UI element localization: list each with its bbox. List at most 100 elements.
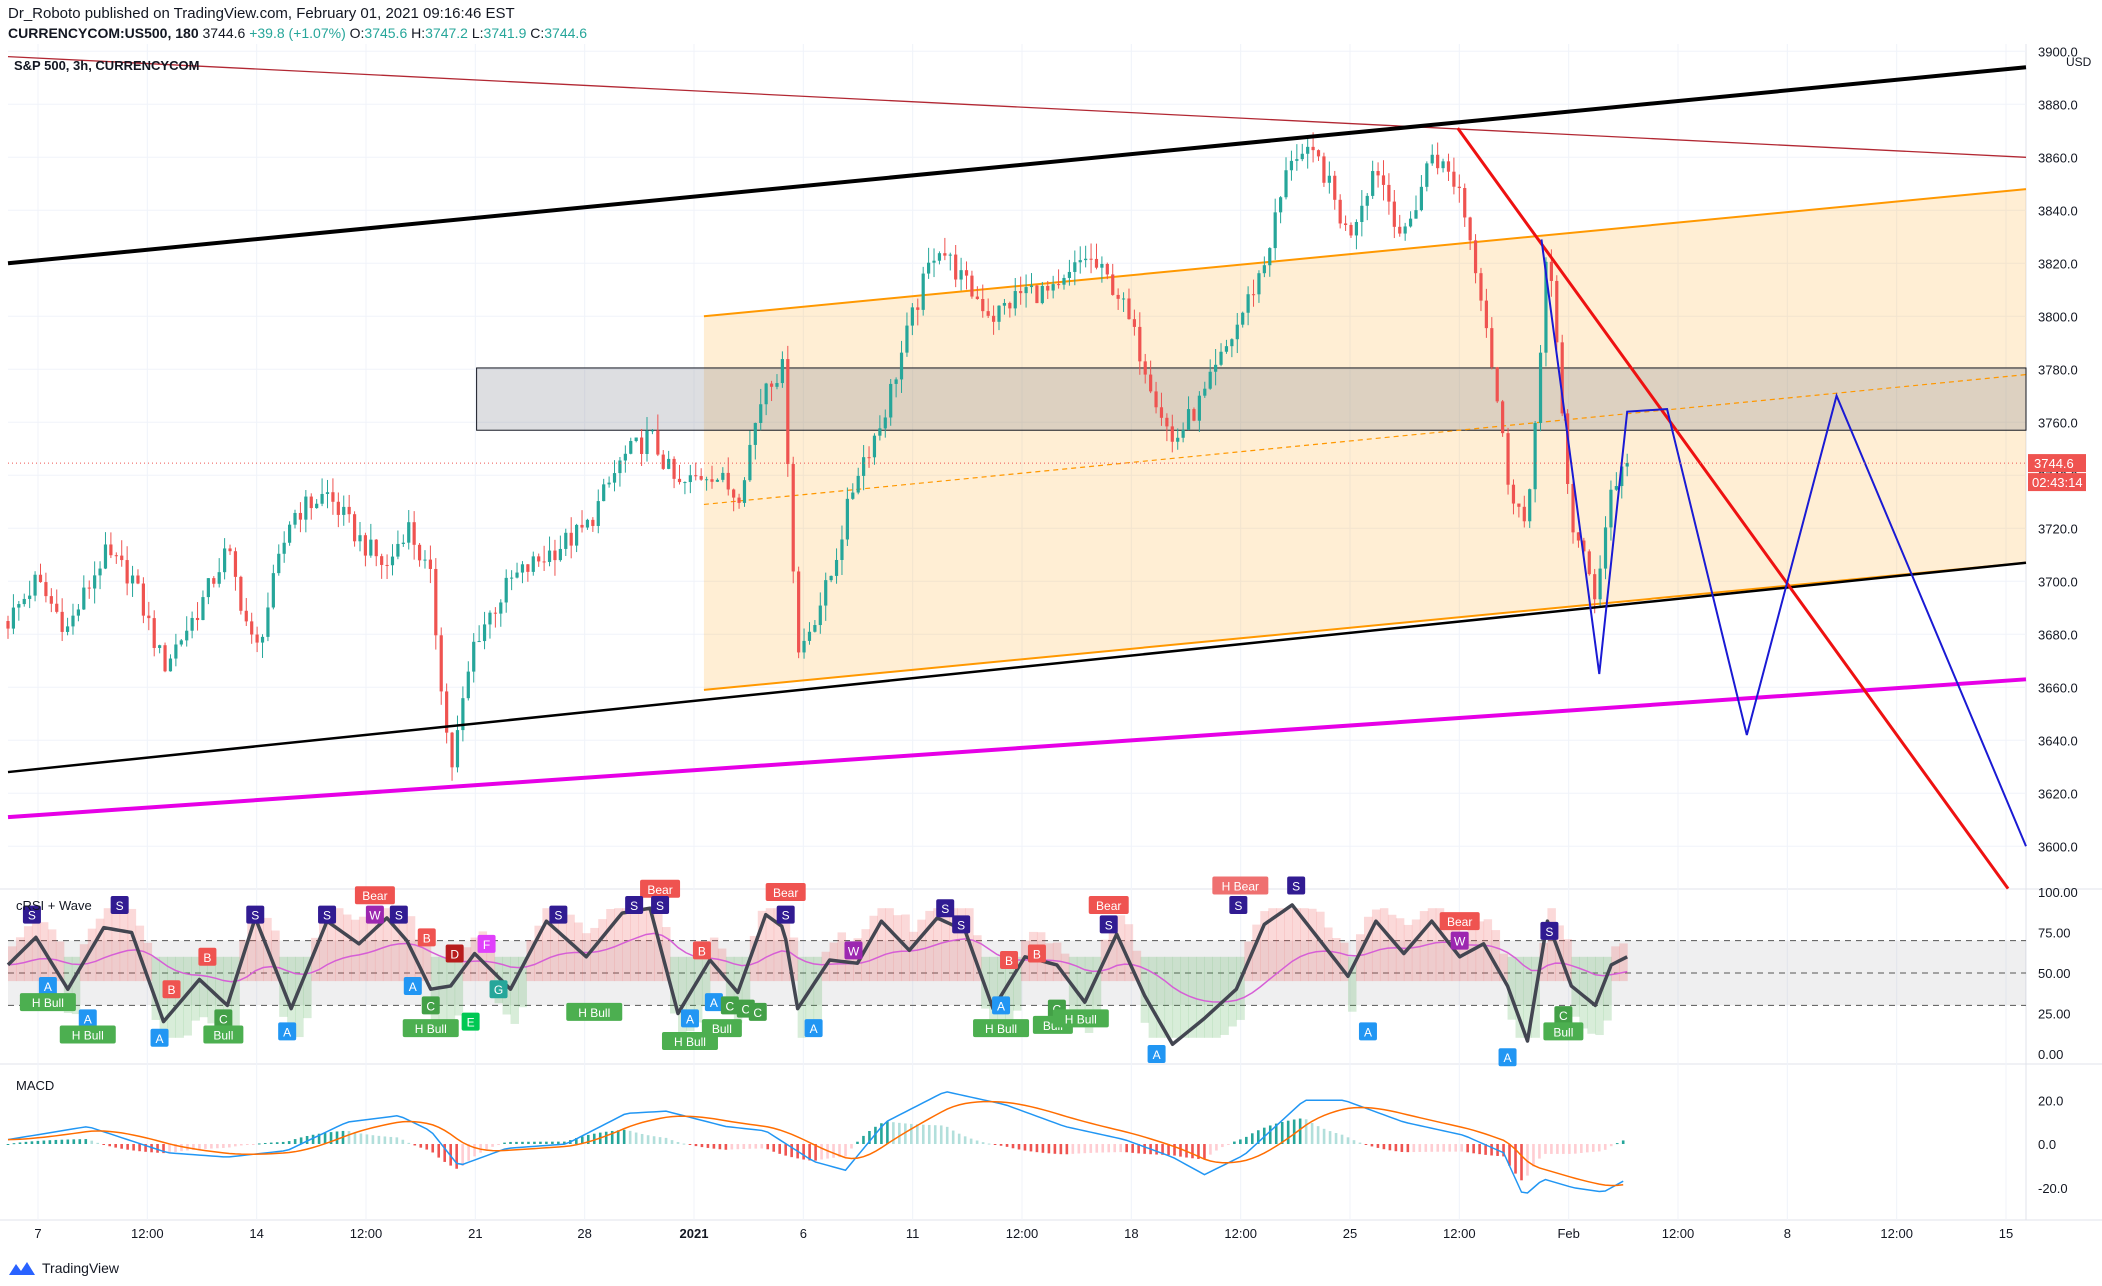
crsi-cloud <box>1348 956 1357 1012</box>
macd-histogram-bar <box>84 1139 88 1144</box>
candle <box>1262 265 1266 274</box>
crsi-cloud <box>590 927 599 982</box>
signal-label: H Bull <box>415 1022 447 1036</box>
candle <box>688 475 692 483</box>
candle <box>921 273 925 310</box>
crsi-cloud <box>1579 956 1588 1029</box>
crsi-cloud <box>773 908 783 982</box>
crsi-cloud <box>941 908 950 982</box>
crsi-cloud <box>789 937 799 982</box>
candle <box>1333 175 1337 200</box>
time-tick-label: 6 <box>800 1226 807 1241</box>
macd-histogram-bar <box>802 1144 805 1160</box>
macd-histogram-bar <box>718 1144 722 1150</box>
candle <box>650 430 655 432</box>
price-tick-label: 3660.0 <box>2038 680 2078 695</box>
candle <box>363 535 368 556</box>
macd-histogram-bar <box>933 1125 937 1144</box>
candle <box>1338 199 1342 224</box>
candle <box>277 553 281 574</box>
signal-badge <box>203 1025 244 1044</box>
macd-histogram-bar <box>1478 1144 1481 1155</box>
signal-badge <box>566 1002 623 1021</box>
candle <box>753 422 757 445</box>
macd-histogram-bar <box>1603 1144 1607 1150</box>
candle <box>1576 532 1581 541</box>
crsi-cloud <box>646 908 655 982</box>
candle <box>1322 156 1326 183</box>
candle <box>585 519 590 528</box>
candle <box>244 610 248 622</box>
signal-badge <box>1543 1022 1584 1041</box>
price-tick-label: 3700.0 <box>2038 574 2078 589</box>
tradingview-logo-icon[interactable] <box>8 1260 36 1276</box>
candle <box>894 379 898 384</box>
candle <box>158 645 162 648</box>
candle <box>1056 284 1061 286</box>
crsi-cloud <box>1060 953 1070 982</box>
macd-histogram-bar <box>162 1144 165 1154</box>
resistance-zone <box>476 367 2027 431</box>
candle <box>878 428 882 436</box>
candle <box>185 630 189 641</box>
crsi-cloud <box>223 956 232 1038</box>
candle <box>629 441 633 454</box>
candle <box>667 458 671 469</box>
candle <box>1127 298 1131 320</box>
candle <box>1533 422 1537 490</box>
crsi-cloud <box>670 956 679 1014</box>
candle <box>1289 160 1294 171</box>
macd-pane[interactable] <box>6 1091 1625 1194</box>
candle <box>488 612 492 625</box>
macd-histogram-bar <box>778 1144 782 1154</box>
macd-histogram-bar <box>1107 1144 1111 1153</box>
price-tick-label: 3820.0 <box>2038 256 2078 271</box>
candle <box>1392 201 1396 227</box>
crsi-cloud <box>327 908 336 982</box>
macd-histogram-bar <box>311 1134 315 1144</box>
macd-histogram-bar <box>963 1136 967 1144</box>
author-name[interactable]: Dr_Roboto <box>8 5 81 22</box>
crsi-cloud <box>622 908 631 982</box>
macd-histogram-bar <box>664 1137 668 1144</box>
candle <box>1046 285 1050 291</box>
crsi-cloud <box>1355 934 1365 982</box>
candle <box>1084 258 1088 261</box>
candle <box>49 596 53 604</box>
signal-badge <box>704 993 723 1012</box>
macd-histogram-bar <box>694 1144 698 1147</box>
candle <box>369 539 373 556</box>
macd-signal-line <box>7 1100 1624 1187</box>
candle <box>1116 294 1120 299</box>
crsi-cloud <box>693 956 703 1023</box>
candle <box>845 498 849 540</box>
candle <box>390 556 395 566</box>
time-tick-label: 14 <box>249 1226 263 1241</box>
macd-histogram-bar <box>1334 1133 1338 1144</box>
candle <box>737 497 741 503</box>
signal-label: B <box>698 944 706 958</box>
macd-histogram-bar <box>772 1144 776 1152</box>
footer-brand[interactable]: TradingView <box>42 1260 120 1276</box>
signal-label: A <box>44 980 52 994</box>
macd-histogram-bar <box>700 1144 704 1148</box>
crsi-cloud <box>1491 930 1501 982</box>
candle <box>141 583 145 616</box>
signal-badge <box>936 899 955 918</box>
price-pane[interactable] <box>6 55 2027 890</box>
crsi-cloud <box>1124 924 1134 982</box>
macd-histogram-bar <box>1502 1144 1505 1157</box>
signal-badge <box>804 1019 823 1038</box>
crsi-cloud <box>1180 956 1189 1038</box>
candle <box>1165 417 1169 427</box>
signal-label: Bear <box>773 886 798 900</box>
candle <box>1246 294 1250 313</box>
candle <box>1013 291 1017 309</box>
crsi-cloud <box>1371 909 1381 982</box>
candle <box>1343 223 1348 225</box>
time-tick-label: 7 <box>34 1226 41 1241</box>
candle <box>1035 285 1039 304</box>
candle <box>1149 374 1153 392</box>
